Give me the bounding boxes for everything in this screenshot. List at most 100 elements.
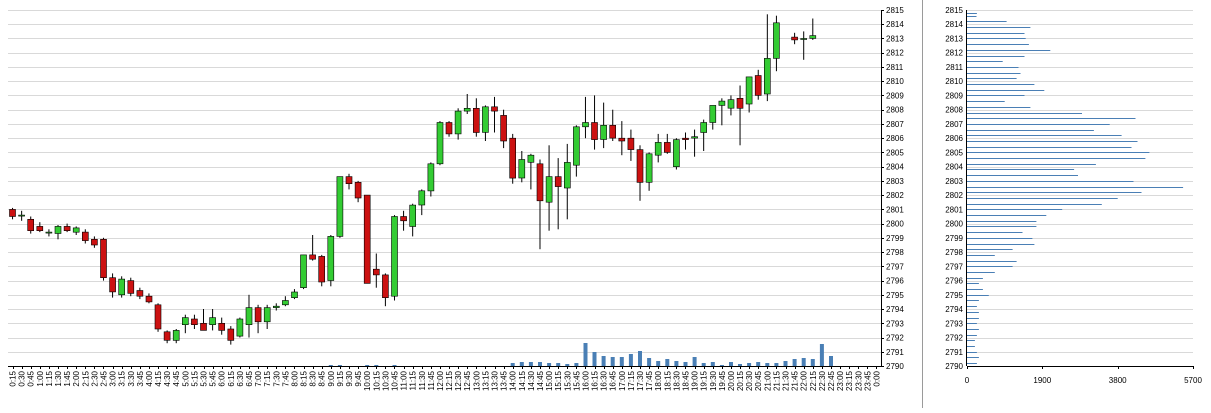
volume-bar	[783, 361, 788, 366]
candle-body	[436, 122, 444, 165]
candle-body	[727, 99, 735, 109]
candle	[527, 153, 535, 190]
y-tick-label: 2801	[886, 205, 904, 214]
candle	[563, 143, 571, 220]
volume-bar	[647, 358, 652, 366]
x-tick-label: 19:45	[718, 370, 727, 391]
candle-body	[527, 154, 535, 163]
x-tick-label: 0:45	[27, 370, 36, 386]
candle	[427, 162, 435, 197]
candle	[363, 194, 371, 284]
y-tick-label: 2801	[945, 205, 963, 214]
x-tick-label: 3:00	[109, 370, 118, 386]
candle	[91, 236, 98, 248]
x-tick-label: 12:15	[445, 370, 454, 391]
volume-bar	[601, 356, 606, 366]
candle-body	[454, 110, 462, 135]
x-tick-label: 20:15	[736, 370, 745, 391]
x-tick-label: 18:15	[663, 370, 672, 391]
y-tick-label: 2791	[945, 348, 963, 357]
x-tick-label: 14:45	[536, 370, 545, 391]
candle	[573, 125, 580, 177]
volume-bar	[738, 364, 742, 366]
x-tick-label: 10:00	[363, 370, 372, 391]
candle-body	[245, 307, 253, 326]
y-tick-label: 2811	[946, 63, 964, 72]
y-tick-label: 2807	[886, 120, 904, 129]
candle-body	[282, 300, 289, 306]
candle-body	[745, 76, 753, 105]
x-tick-label: 8:15	[300, 370, 309, 386]
candle-body	[654, 142, 662, 156]
x-tick-label: 0	[965, 376, 970, 385]
x-tick-label: 22:30	[818, 370, 827, 391]
x-tick-label: 13:45	[500, 370, 509, 391]
volume-bar	[519, 362, 524, 366]
candle	[182, 314, 189, 334]
candle-body	[500, 115, 507, 142]
candle-body	[809, 35, 817, 39]
candle-body	[545, 176, 553, 203]
volume-bar	[774, 363, 779, 366]
candle-body	[627, 137, 635, 150]
candle	[745, 76, 753, 113]
candle-body	[509, 137, 517, 179]
x-tick-label: 1:30	[54, 370, 63, 386]
candle	[763, 14, 771, 102]
y-tick-label: 2807	[945, 120, 963, 129]
candle-body	[609, 125, 617, 139]
candle	[554, 158, 562, 230]
volume-bar	[538, 362, 542, 366]
x-tick-label: 11:30	[418, 370, 427, 390]
candle	[191, 314, 198, 329]
candle-body	[254, 307, 262, 323]
candle	[27, 216, 35, 234]
x-tick-label: 10:45	[391, 370, 400, 391]
x-tick-label: 8:45	[318, 370, 327, 386]
candle	[382, 273, 389, 307]
y-tick-label: 2813	[945, 34, 963, 43]
candle	[400, 210, 407, 231]
y-tick-label: 2810	[886, 77, 904, 86]
volume-bar	[528, 362, 533, 366]
candle-body	[209, 317, 216, 326]
x-tick-label: 11:45	[427, 370, 436, 390]
x-tick-label: 1:45	[63, 370, 72, 386]
volume-bar	[801, 358, 806, 366]
x-tick-label: 9:45	[354, 370, 363, 386]
x-tick-label: 6:00	[218, 370, 227, 386]
candle	[700, 119, 708, 151]
x-tick-label: 4:00	[145, 370, 154, 386]
x-tick-label: 3:15	[118, 370, 127, 386]
x-tick-label: 17:45	[645, 370, 654, 391]
candle-body	[563, 162, 571, 189]
candle	[154, 303, 162, 332]
candle-body	[272, 305, 280, 308]
candle	[282, 296, 289, 307]
candle-body	[300, 254, 307, 288]
candle-body	[91, 239, 98, 246]
candle	[736, 85, 744, 146]
candle	[627, 129, 635, 161]
candle-body	[409, 204, 417, 227]
x-tick-label: 19:30	[709, 370, 718, 391]
x-tick-label: 6:45	[245, 370, 254, 386]
candle-body	[682, 137, 689, 140]
x-tick-label: 3:45	[136, 370, 145, 386]
candle-body	[63, 226, 71, 231]
volume-bar	[583, 343, 588, 366]
x-tick-label: 13:30	[491, 370, 500, 391]
candle-body	[591, 122, 598, 140]
candle-body	[18, 214, 25, 217]
candle	[418, 189, 426, 216]
y-tick-label: 2800	[886, 220, 904, 229]
y-tick-label: 2799	[886, 234, 904, 243]
x-tick-label: 4:30	[163, 370, 172, 386]
candle	[345, 173, 353, 190]
x-tick-label: 7:00	[254, 370, 263, 386]
candle-body	[636, 149, 644, 183]
volume-bar	[628, 354, 633, 366]
candle-body	[345, 176, 353, 185]
volume-bar	[756, 362, 761, 366]
y-tick-label: 2809	[886, 91, 904, 100]
